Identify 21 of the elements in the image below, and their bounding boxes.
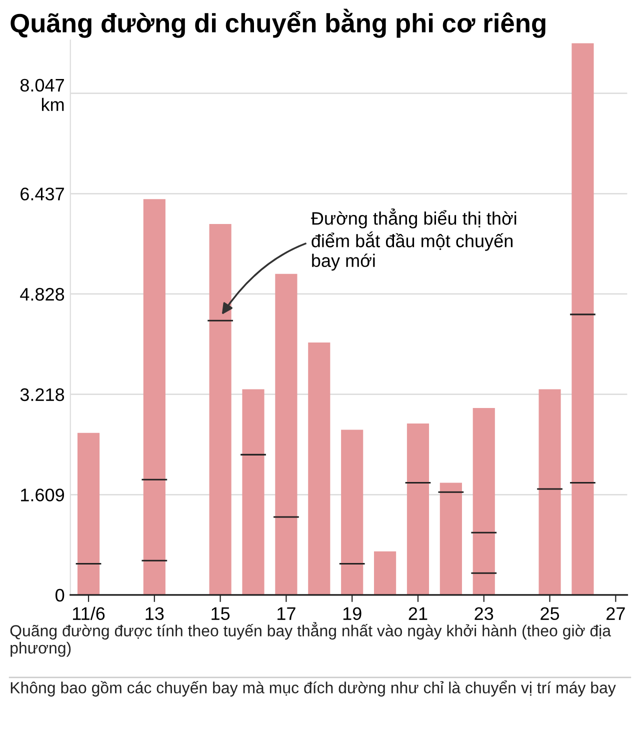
x-tick-label: 19 — [343, 607, 362, 620]
y-tick-label: 6.437 — [20, 188, 64, 200]
x-tick-label: 13 — [146, 607, 164, 620]
x-tick-label: 23 — [474, 607, 494, 620]
y-tick-label: 8.047 km — [20, 78, 64, 111]
text: Không bao gồm các chuyến bay mà mục đích dường như chỉ là chuyển vị trí máy bay — [10, 680, 616, 697]
x-tick-label: 21 — [408, 607, 428, 620]
y-tick-label: 1.609 — [21, 488, 64, 502]
y-tick-label: 3.218 — [20, 388, 64, 402]
text: Quãng đường được tính theo tuyến bay thẳng nhất vào ngày khởi hành (theo giờ địa phương) — [10, 622, 612, 657]
annotation: Đường thẳng biểu thị thời điểm bắt đầu một chuyến bay mới — [311, 208, 516, 271]
x-tick-label: 11/6 — [72, 606, 105, 620]
x-tick-label: 27 — [606, 607, 625, 620]
chart-title: Quãng đường di chuyển bằng phi cơ riêng — [10, 8, 546, 38]
bar — [308, 342, 330, 595]
x-tick-label: 17 — [278, 607, 296, 620]
y-tick-label: 4.828 — [20, 288, 64, 301]
x-tick-label: 25 — [540, 607, 560, 620]
bar — [374, 551, 396, 595]
x-tick-label: 15 — [212, 607, 230, 620]
y-tick-label: 0 — [56, 588, 64, 602]
